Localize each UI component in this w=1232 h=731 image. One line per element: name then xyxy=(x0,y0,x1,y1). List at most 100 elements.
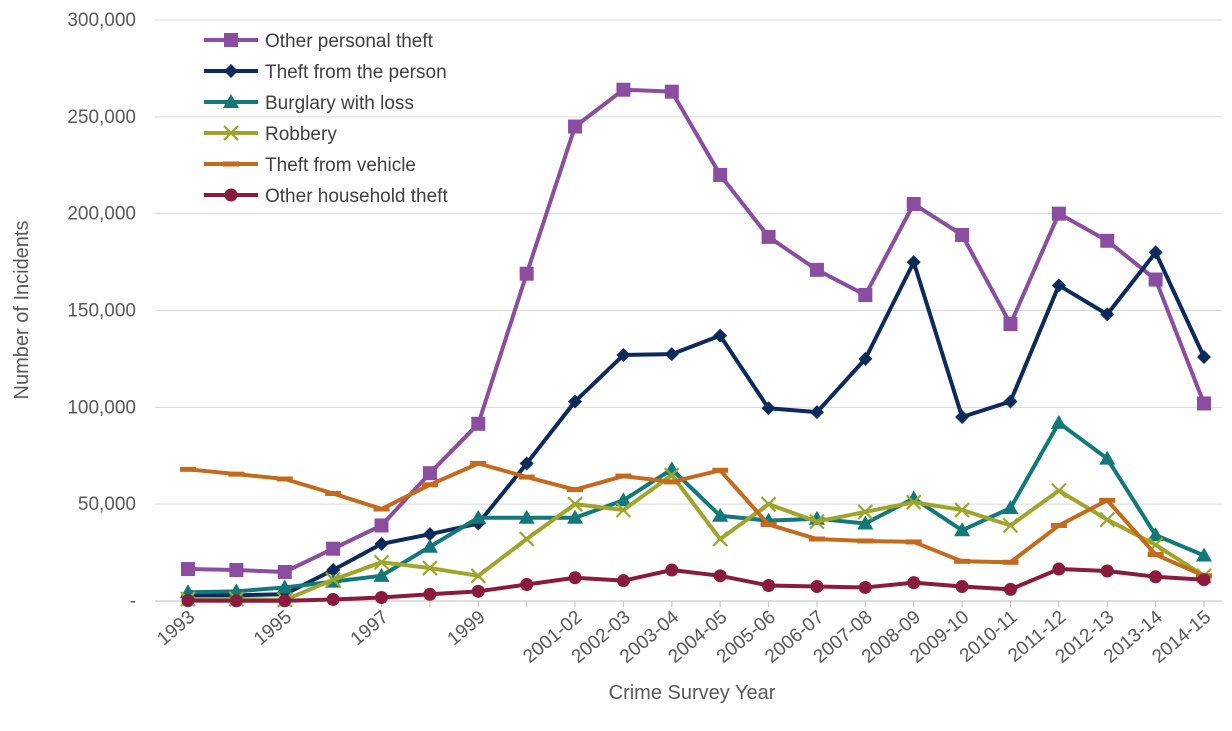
series-line-robbery xyxy=(188,473,1206,603)
data-point xyxy=(519,456,534,471)
data-point xyxy=(278,594,292,608)
x-tick-label: 1995 xyxy=(250,607,296,650)
data-point xyxy=(470,460,487,466)
data-point xyxy=(326,592,340,606)
data-point xyxy=(568,119,583,134)
legend-item-other-personal-theft: Other personal theft xyxy=(204,31,434,52)
data-point xyxy=(229,594,243,608)
data-point xyxy=(1003,394,1018,409)
y-tick-label: 300,000 xyxy=(67,10,136,31)
data-point xyxy=(326,563,341,578)
data-point xyxy=(276,476,293,482)
data-point xyxy=(1051,278,1066,293)
data-point xyxy=(373,554,390,571)
legend-label: Theft from the person xyxy=(265,62,447,83)
data-point xyxy=(567,487,584,493)
data-point xyxy=(954,522,971,537)
data-point xyxy=(471,584,485,598)
data-point xyxy=(1051,206,1066,221)
x-axis-title: Crime Survey Year xyxy=(609,682,776,704)
data-point xyxy=(760,496,777,512)
data-point xyxy=(1099,511,1116,528)
data-point xyxy=(858,580,872,594)
data-point xyxy=(1003,317,1018,332)
data-point xyxy=(713,328,728,343)
data-point xyxy=(857,515,874,530)
series-other-personal-theft xyxy=(181,82,1211,579)
data-point xyxy=(1100,564,1114,578)
series-layer xyxy=(180,82,1212,608)
data-point xyxy=(229,563,244,578)
data-point xyxy=(663,479,680,485)
y-tick-label: - xyxy=(130,591,136,612)
legend-label: Other personal theft xyxy=(265,31,434,52)
data-point xyxy=(518,474,535,480)
data-point xyxy=(954,502,970,518)
data-point xyxy=(374,518,389,533)
data-point xyxy=(471,416,486,431)
data-point xyxy=(1050,414,1067,429)
data-point xyxy=(1148,272,1163,287)
series-line-theft-from-vehicle xyxy=(187,461,1205,578)
series-line-theft-from-the-person xyxy=(188,250,1206,598)
data-point xyxy=(615,502,632,518)
data-point xyxy=(905,539,922,545)
data-point xyxy=(712,467,729,473)
data-point xyxy=(326,541,341,556)
data-point xyxy=(1003,582,1017,596)
data-point xyxy=(857,504,874,520)
legend-label: Burglary with loss xyxy=(265,93,414,114)
data-point xyxy=(616,348,631,363)
data-point xyxy=(1149,570,1163,584)
data-point xyxy=(809,513,825,530)
data-point xyxy=(518,531,535,547)
legend-marker xyxy=(224,33,238,47)
series-theft-from-vehicle xyxy=(180,460,1212,579)
data-point xyxy=(616,82,631,97)
data-point xyxy=(1050,522,1067,528)
data-point xyxy=(1197,396,1211,411)
data-point xyxy=(810,579,824,593)
data-point xyxy=(373,506,390,512)
data-point xyxy=(568,571,582,585)
legend-label: Theft from vehicle xyxy=(265,155,416,176)
data-point xyxy=(470,509,487,524)
legend-item-theft-from-vehicle: Theft from vehicle xyxy=(204,155,416,176)
data-point xyxy=(421,538,438,553)
series-theft-from-the-person xyxy=(181,245,1211,603)
y-tick-label: 100,000 xyxy=(67,397,136,418)
legend-marker xyxy=(223,161,239,167)
data-point xyxy=(1099,497,1116,503)
series-line-other-personal-theft xyxy=(187,87,1206,574)
data-point xyxy=(907,576,921,590)
data-point xyxy=(955,227,970,242)
x-tick-label: 1999 xyxy=(444,607,490,650)
data-point xyxy=(808,536,825,542)
legend-marker xyxy=(224,188,238,202)
data-point xyxy=(373,567,390,582)
data-point xyxy=(1197,349,1211,364)
data-point xyxy=(616,574,630,588)
x-tick-label: 1997 xyxy=(347,607,393,650)
data-point xyxy=(857,538,874,544)
data-point xyxy=(664,84,679,99)
data-point xyxy=(568,394,583,409)
y-axis-tick-labels: - 50,000 100,000 150,000 200,000 250,000 300,0… xyxy=(67,10,136,612)
data-point xyxy=(422,527,437,542)
data-point xyxy=(1147,552,1164,558)
data-point xyxy=(615,492,632,507)
data-point xyxy=(180,466,196,472)
data-point xyxy=(1100,233,1115,248)
legend: Other personal theft Theft from the perso… xyxy=(204,31,448,207)
legend-marker xyxy=(223,125,239,141)
data-point xyxy=(713,569,727,583)
data-point xyxy=(374,536,389,551)
data-point xyxy=(423,587,437,601)
legend-label: Other household theft xyxy=(265,186,448,207)
data-point xyxy=(713,167,728,182)
legend-marker xyxy=(224,64,238,78)
legend-item-burglary-with-loss: Burglary with loss xyxy=(204,93,414,114)
data-point xyxy=(1002,517,1019,534)
